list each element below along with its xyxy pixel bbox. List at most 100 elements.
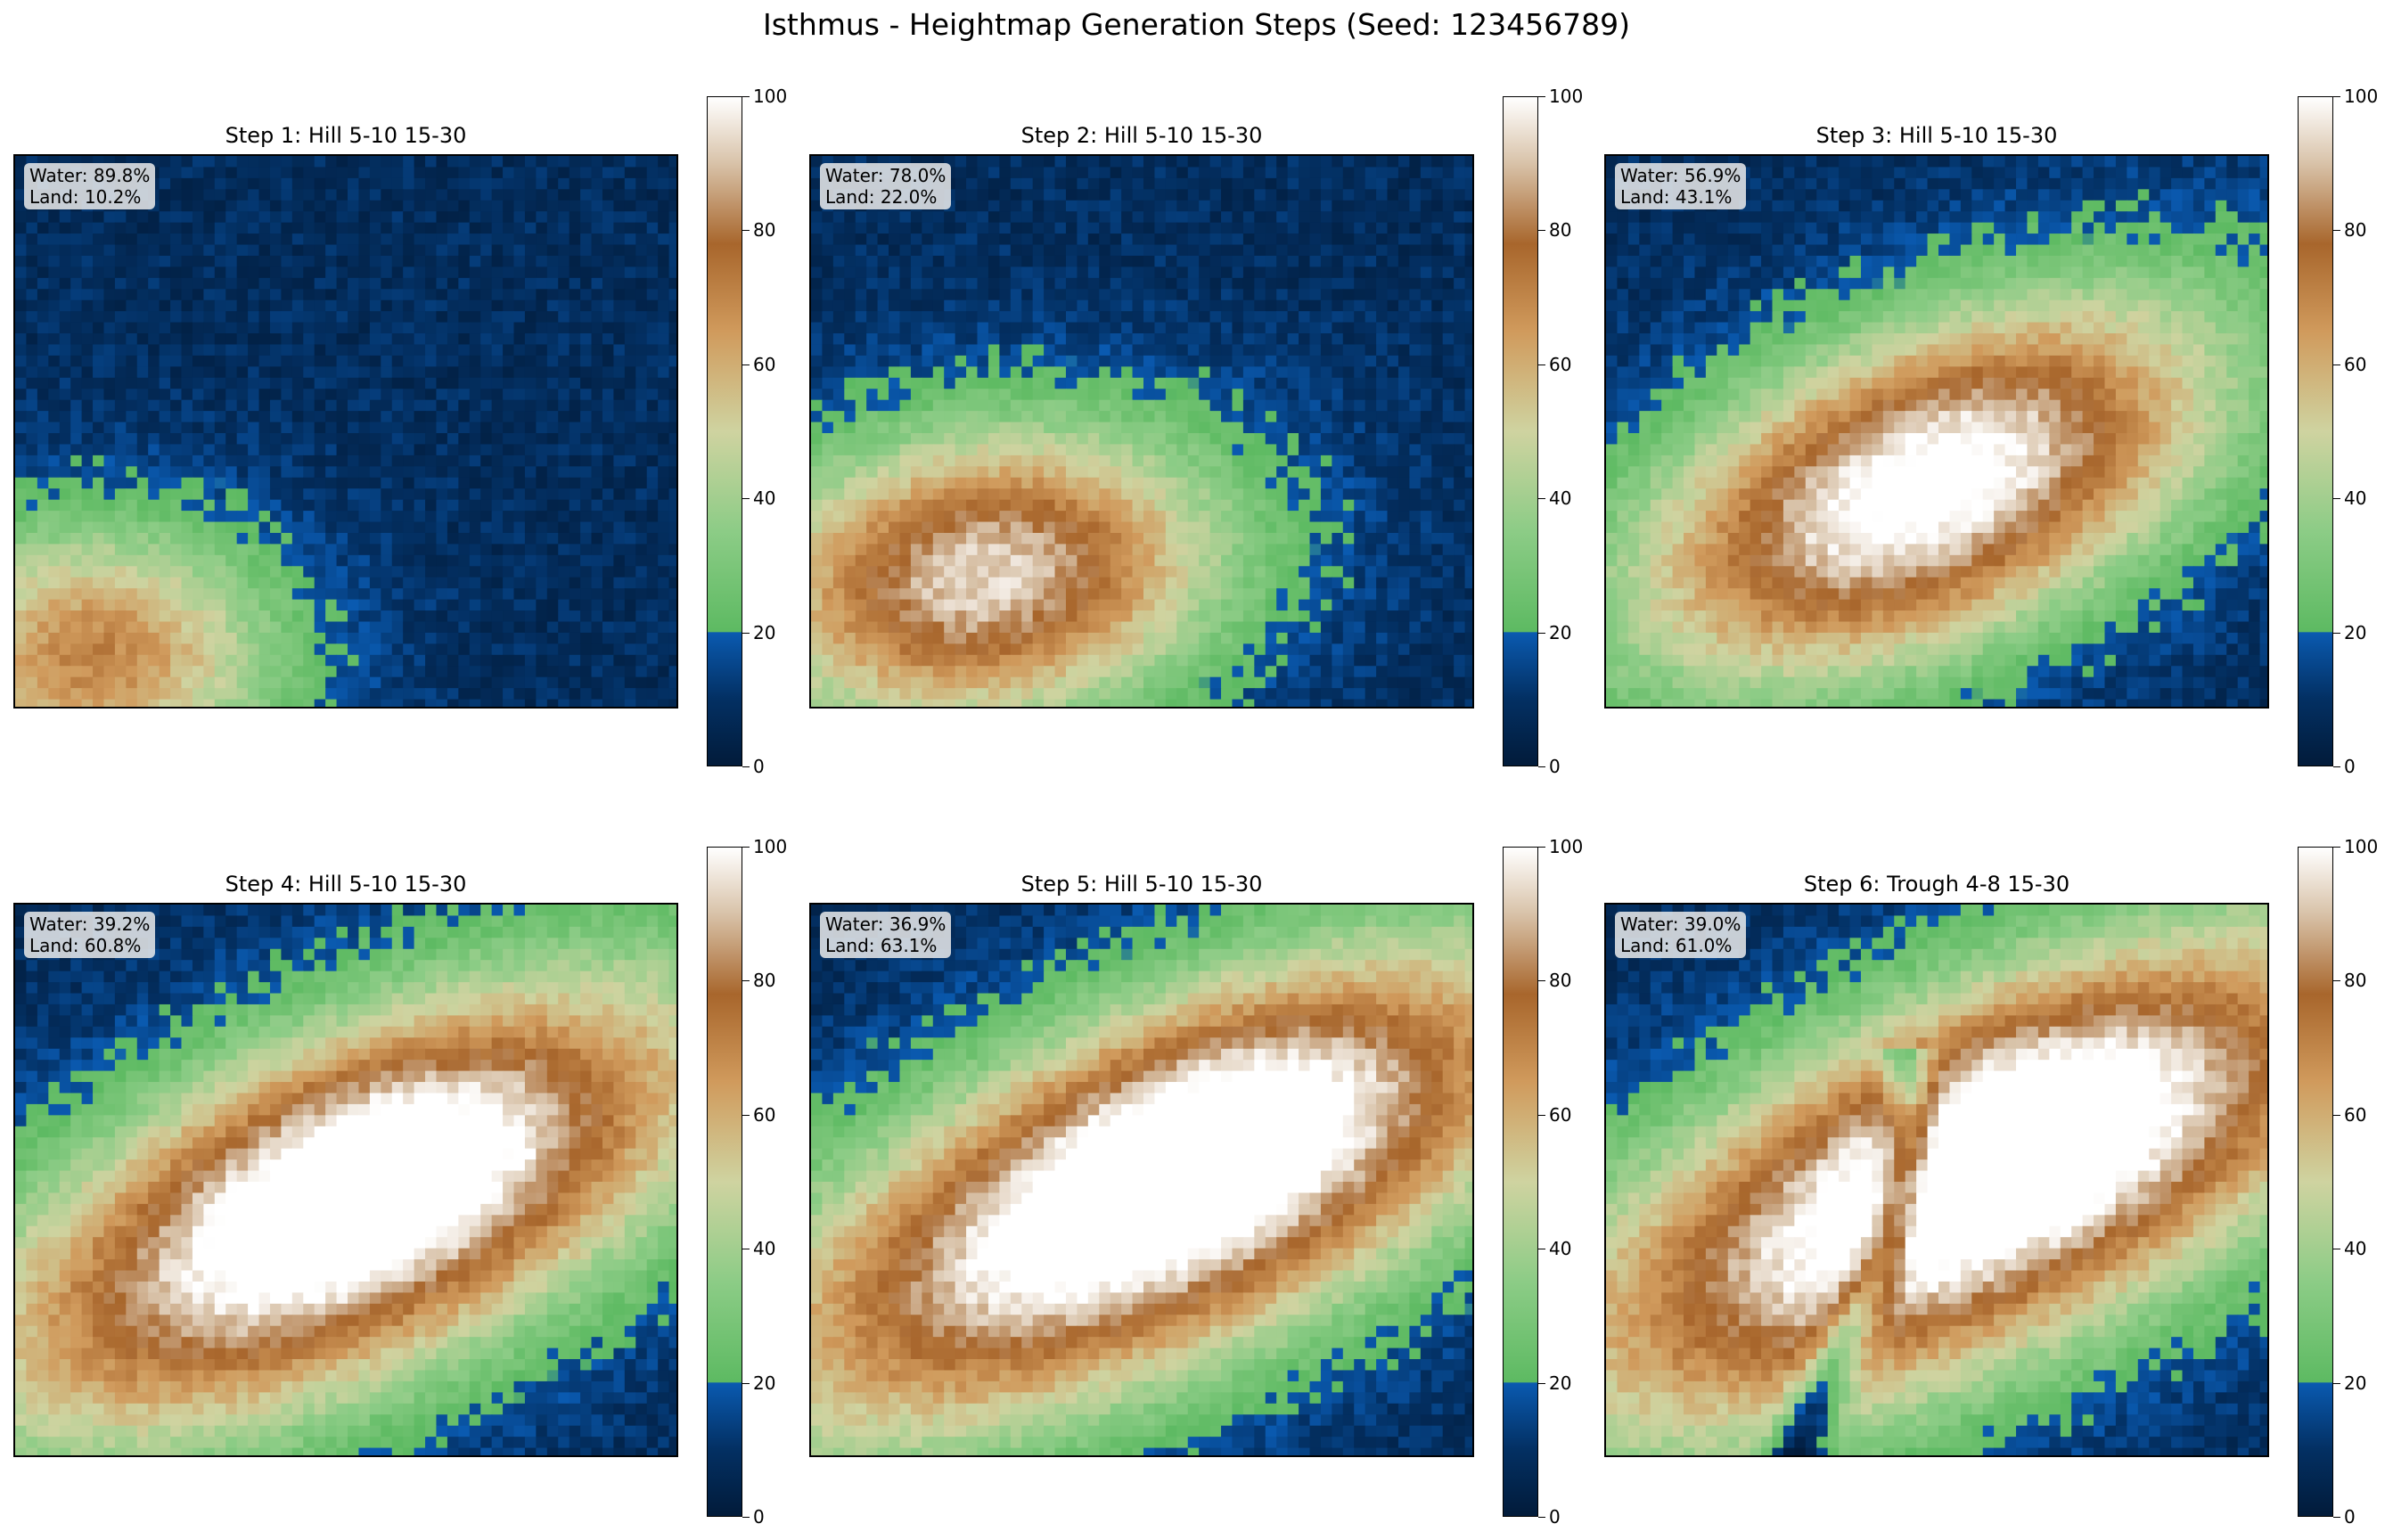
heightmap-cell (48, 488, 61, 501)
heightmap-cell (148, 666, 160, 678)
heightmap-cell (591, 654, 603, 667)
heightmap-cell (391, 344, 404, 356)
heightmap-cell (391, 688, 404, 700)
heightmap-cell (955, 477, 967, 489)
heightmap-cell (536, 422, 548, 434)
heightmap-cell (291, 632, 304, 644)
heightmap-cell (1276, 322, 1289, 334)
heightmap-cell (624, 599, 636, 611)
heightmap-cell (822, 222, 834, 234)
heightmap-cell (855, 333, 867, 346)
heightmap-cell (1454, 355, 1466, 367)
heightmap-cell (391, 355, 404, 367)
heightmap-cell (136, 444, 149, 456)
heightmap-cell (381, 488, 393, 501)
heightmap-cell (348, 333, 360, 346)
heightmap-cell (613, 588, 626, 601)
heightmap-cell (425, 577, 438, 589)
heightmap-cell (1464, 399, 1472, 412)
heightmap-cell (314, 466, 326, 479)
heightmap-cell (1054, 222, 1067, 234)
heightmap-cell (281, 544, 293, 556)
heightmap-cell (381, 676, 393, 689)
heightmap-cell (1254, 244, 1266, 257)
heightmap-cell (236, 266, 249, 279)
heightmap-cell (1376, 200, 1389, 212)
heightmap-cell (1187, 411, 1200, 423)
heightmap-cell (447, 488, 459, 501)
heightmap-cell (159, 355, 171, 367)
heightmap-cell (348, 211, 360, 224)
heightmap-cell (381, 289, 393, 301)
heightmap-cell (1165, 189, 1177, 201)
heightmap-cell (480, 366, 493, 379)
heightmap-cell (811, 189, 824, 201)
heightmap-cell (546, 200, 559, 212)
heightmap-cell (999, 355, 1012, 367)
heightmap-cell (613, 621, 626, 634)
heightmap-cell (1154, 255, 1167, 267)
heightmap-cell (114, 399, 127, 412)
heightmap-cell (181, 444, 193, 456)
heightmap-cell (291, 177, 304, 190)
heightmap-cell (336, 411, 348, 423)
heightmap-cell (591, 377, 603, 389)
heightmap-cell (1054, 255, 1067, 267)
heightmap-cell (236, 632, 249, 644)
heightmap-cell (126, 488, 138, 501)
heightmap-cell (1309, 289, 1322, 301)
heightmap-cell (1265, 322, 1277, 334)
heightmap-cell (513, 289, 526, 301)
heightmap-cell (1342, 156, 1355, 168)
heightmap-cell (37, 244, 49, 257)
heightmap-cell (325, 189, 338, 201)
heightmap-cell (910, 355, 922, 367)
heightmap-cell (1143, 477, 1156, 489)
heightmap-cell (1431, 477, 1444, 489)
heightmap-cell (1342, 189, 1355, 201)
heightmap-cell (1087, 311, 1100, 324)
heightmap-cell (358, 311, 371, 324)
heightmap-cell (811, 200, 824, 212)
heightmap-cell (93, 433, 105, 446)
heightmap-cell (602, 289, 614, 301)
heightmap-cell (558, 477, 570, 489)
heightmap-cell (602, 389, 614, 401)
heightmap-cell (37, 676, 49, 689)
heightmap-cell (1365, 211, 1377, 224)
heightmap-cell (70, 222, 83, 234)
heightmap-cell (811, 211, 824, 224)
heightmap-cell (81, 666, 94, 678)
heightmap-cell (1242, 156, 1255, 168)
heightmap-cell (524, 399, 537, 412)
heightmap-cell (503, 643, 515, 656)
heightmap-cell (248, 566, 260, 578)
heightmap-cell (1065, 355, 1078, 367)
heightmap-cell (103, 566, 116, 578)
heightmap-cell (558, 311, 570, 324)
heightmap-cell (1276, 211, 1289, 224)
heightmap-cell (503, 344, 515, 356)
heightmap-cell (358, 566, 371, 578)
heightmap-cell (403, 554, 415, 567)
heightmap-cell (159, 389, 171, 401)
heightmap-cell (358, 355, 371, 367)
heightmap-cell (635, 532, 648, 545)
heightmap-cell (602, 511, 614, 523)
heightmap-cell (391, 411, 404, 423)
heightmap-cell (414, 577, 426, 589)
heightmap-cell (1332, 299, 1344, 312)
heightmap-cell (1199, 366, 1211, 379)
heightmap-cell (70, 433, 83, 446)
heightmap-cell (513, 466, 526, 479)
heightmap-cell (524, 577, 537, 589)
heightmap-cell (944, 266, 956, 279)
heightmap-cell (159, 466, 171, 479)
heightmap-cell (236, 444, 249, 456)
heightmap-cell (192, 444, 204, 456)
heightmap-cell (414, 177, 426, 190)
heightmap-cell (258, 521, 271, 534)
heightmap-cell (348, 521, 360, 534)
heightmap-cell (1132, 266, 1144, 279)
heightmap-cell (1265, 422, 1277, 434)
